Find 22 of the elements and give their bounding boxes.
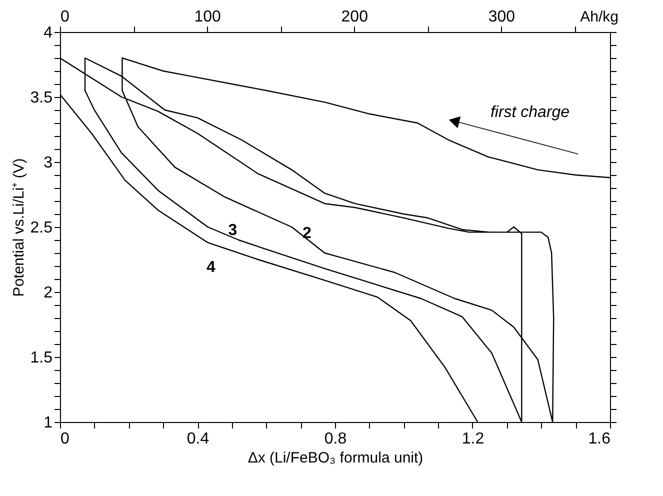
y-tick-label: 1.5 [30,350,53,366]
y-tick-label: 1 [44,414,53,432]
x-tick-label: 0.4 [186,430,210,448]
x-tick-label: 0.8 [324,430,347,448]
y-axis-title: Potential vs.Li/Li⁺ (V) [10,158,28,297]
annotation: first charge [490,104,570,121]
y-tick-label: 4 [44,24,53,42]
x2-tick-label: 200 [341,8,368,26]
y-tick-label: 3.5 [30,90,53,106]
x-tick-label: 1.2 [462,430,484,448]
x-tick-label: 0 [60,430,70,448]
annotation: 3 [228,222,238,239]
y-tick-label: 2 [44,284,53,302]
annotation: 4 [206,259,216,276]
x2-tick-label: 0 [60,8,70,26]
x2-axis-title: Ah/kg [580,8,618,26]
x2-tick-label: 100 [194,8,222,26]
y-tick-label: 3 [44,154,53,172]
x2-tick-label: 300 [488,8,516,26]
x-tick-label: 1.6 [588,430,611,448]
y-tick-label: 2.5 [30,220,53,236]
x-axis-title: Δx (Li/FeBO₃ formula unit) [248,450,424,466]
